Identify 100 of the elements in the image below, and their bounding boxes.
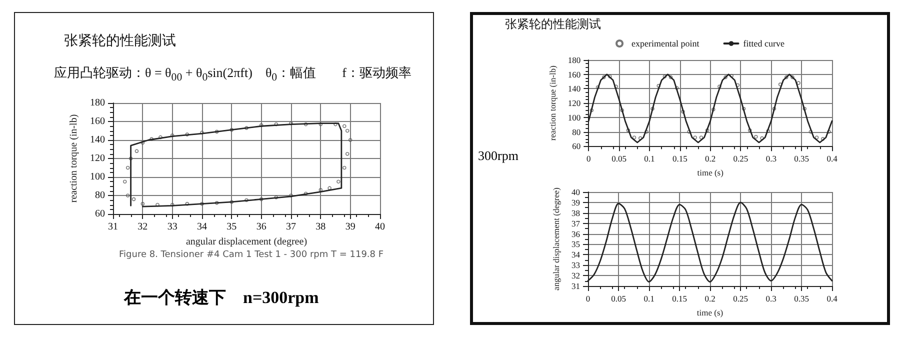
point (156, 202, 160, 207)
y-tick-label: 33 (572, 260, 580, 270)
y-tick-label: 100 (90, 172, 105, 182)
point (200, 202, 204, 206)
point (342, 166, 346, 170)
point (790, 75, 794, 80)
point (289, 194, 293, 198)
point (134, 149, 139, 153)
x-tick-label: 0.4 (826, 154, 838, 164)
point (345, 152, 350, 156)
y-tick-label: 180 (90, 98, 105, 108)
x-tick-label: 0.15 (672, 294, 687, 304)
point (827, 130, 831, 134)
y-axis-title: reaction torque (in-lb) (68, 114, 80, 203)
x-tick-label: 35 (226, 222, 237, 232)
x-tick-label: 40 (375, 222, 385, 232)
x-tick-label: 0.1 (644, 294, 654, 304)
y-tick-label: 60 (572, 141, 581, 152)
point (614, 84, 618, 88)
point (590, 108, 594, 112)
x-tick-label: 0.2 (705, 154, 716, 164)
point (158, 135, 162, 140)
point (644, 130, 648, 134)
point (662, 74, 667, 78)
point (693, 136, 698, 140)
x-tick-label: 0.25 (733, 294, 748, 304)
point (596, 85, 600, 90)
point (620, 108, 624, 112)
y-tick-label: 80 (572, 126, 581, 137)
y-tick-label: 39 (572, 197, 580, 208)
y-tick-label: 160 (90, 116, 105, 127)
point (766, 129, 770, 133)
y-tick-label: 34 (572, 250, 581, 260)
chart-title: 张紧轮的性能测试 (505, 16, 601, 33)
point (128, 156, 133, 160)
point (802, 106, 807, 111)
point (348, 138, 352, 142)
point (808, 130, 813, 134)
x-axis-title: angular displacement (degree) (186, 236, 308, 248)
point (796, 81, 800, 85)
x-tick-label: 0.05 (611, 294, 626, 304)
y-tick-label: 180 (568, 55, 581, 65)
point (814, 136, 819, 140)
x-tick-label: 33 (167, 222, 178, 232)
y-tick-label: 36 (572, 228, 580, 239)
chart-title: 张紧轮的性能测试 (64, 32, 176, 50)
point (742, 106, 746, 111)
y-tick-label: 120 (90, 153, 105, 164)
y-tick-label: 140 (90, 134, 105, 146)
point (718, 84, 722, 88)
x-tick-label: 0.05 (612, 154, 627, 164)
point (748, 128, 752, 132)
x-tick-label: 32 (138, 222, 148, 232)
point (200, 130, 204, 134)
point (126, 166, 130, 170)
point (132, 197, 136, 202)
point (754, 134, 758, 139)
y-tick-label: 32 (572, 270, 580, 281)
point (687, 130, 691, 134)
x-tick-label: 0.3 (766, 294, 776, 304)
point (602, 75, 606, 80)
legend-label: experimental point (632, 38, 700, 48)
point (650, 106, 654, 111)
y-tick-label: 80 (95, 190, 105, 201)
caption: Figure 8. Tensioner #4 Cam 1 Test 1 - 300 rpm T = 119.8 F (119, 250, 384, 260)
point (244, 126, 248, 130)
x-tick-label: 31 (108, 222, 118, 232)
point (150, 137, 154, 141)
legend-label: fitted curve (743, 38, 784, 48)
point (656, 84, 661, 88)
y-tick-label: 38 (572, 208, 580, 218)
x-tick-label: 0.1 (644, 154, 655, 164)
y-axis-title: reaction torque (in-lb) (548, 65, 558, 141)
point (626, 128, 630, 132)
point (608, 74, 612, 78)
point (699, 136, 704, 140)
x-tick-label: 38 (316, 222, 326, 232)
point (259, 197, 264, 202)
point (342, 124, 346, 128)
y-tick-label: 35 (572, 239, 580, 250)
line-series (130, 122, 342, 208)
x-tick-label: 0.25 (733, 154, 748, 164)
x-tick-label: 0.4 (826, 294, 838, 304)
point (126, 194, 130, 198)
y-tick-label: 140 (568, 84, 581, 94)
x-tick-label: 0.3 (766, 154, 776, 164)
point (681, 110, 685, 114)
point (772, 106, 776, 111)
x-tick-label: 0.35 (794, 154, 810, 164)
chart-subtitle: 应用凸轮驱动：θ = θ$_{00}$ + θ$_{0}$sin(2πft) θ$_{0}$：幅值 f：驱动频率 (54, 64, 412, 84)
x-tick-label: 0.2 (704, 294, 716, 304)
x-tick-label: 34 (197, 222, 207, 232)
point (711, 108, 716, 112)
point (328, 186, 332, 190)
point (274, 195, 278, 200)
x-tick-label: 0 (586, 154, 591, 164)
x-tick-label: 36 (256, 222, 266, 232)
point (318, 188, 323, 192)
x-axis-title: time (s) (697, 168, 724, 178)
y-tick-label: 31 (572, 281, 580, 291)
